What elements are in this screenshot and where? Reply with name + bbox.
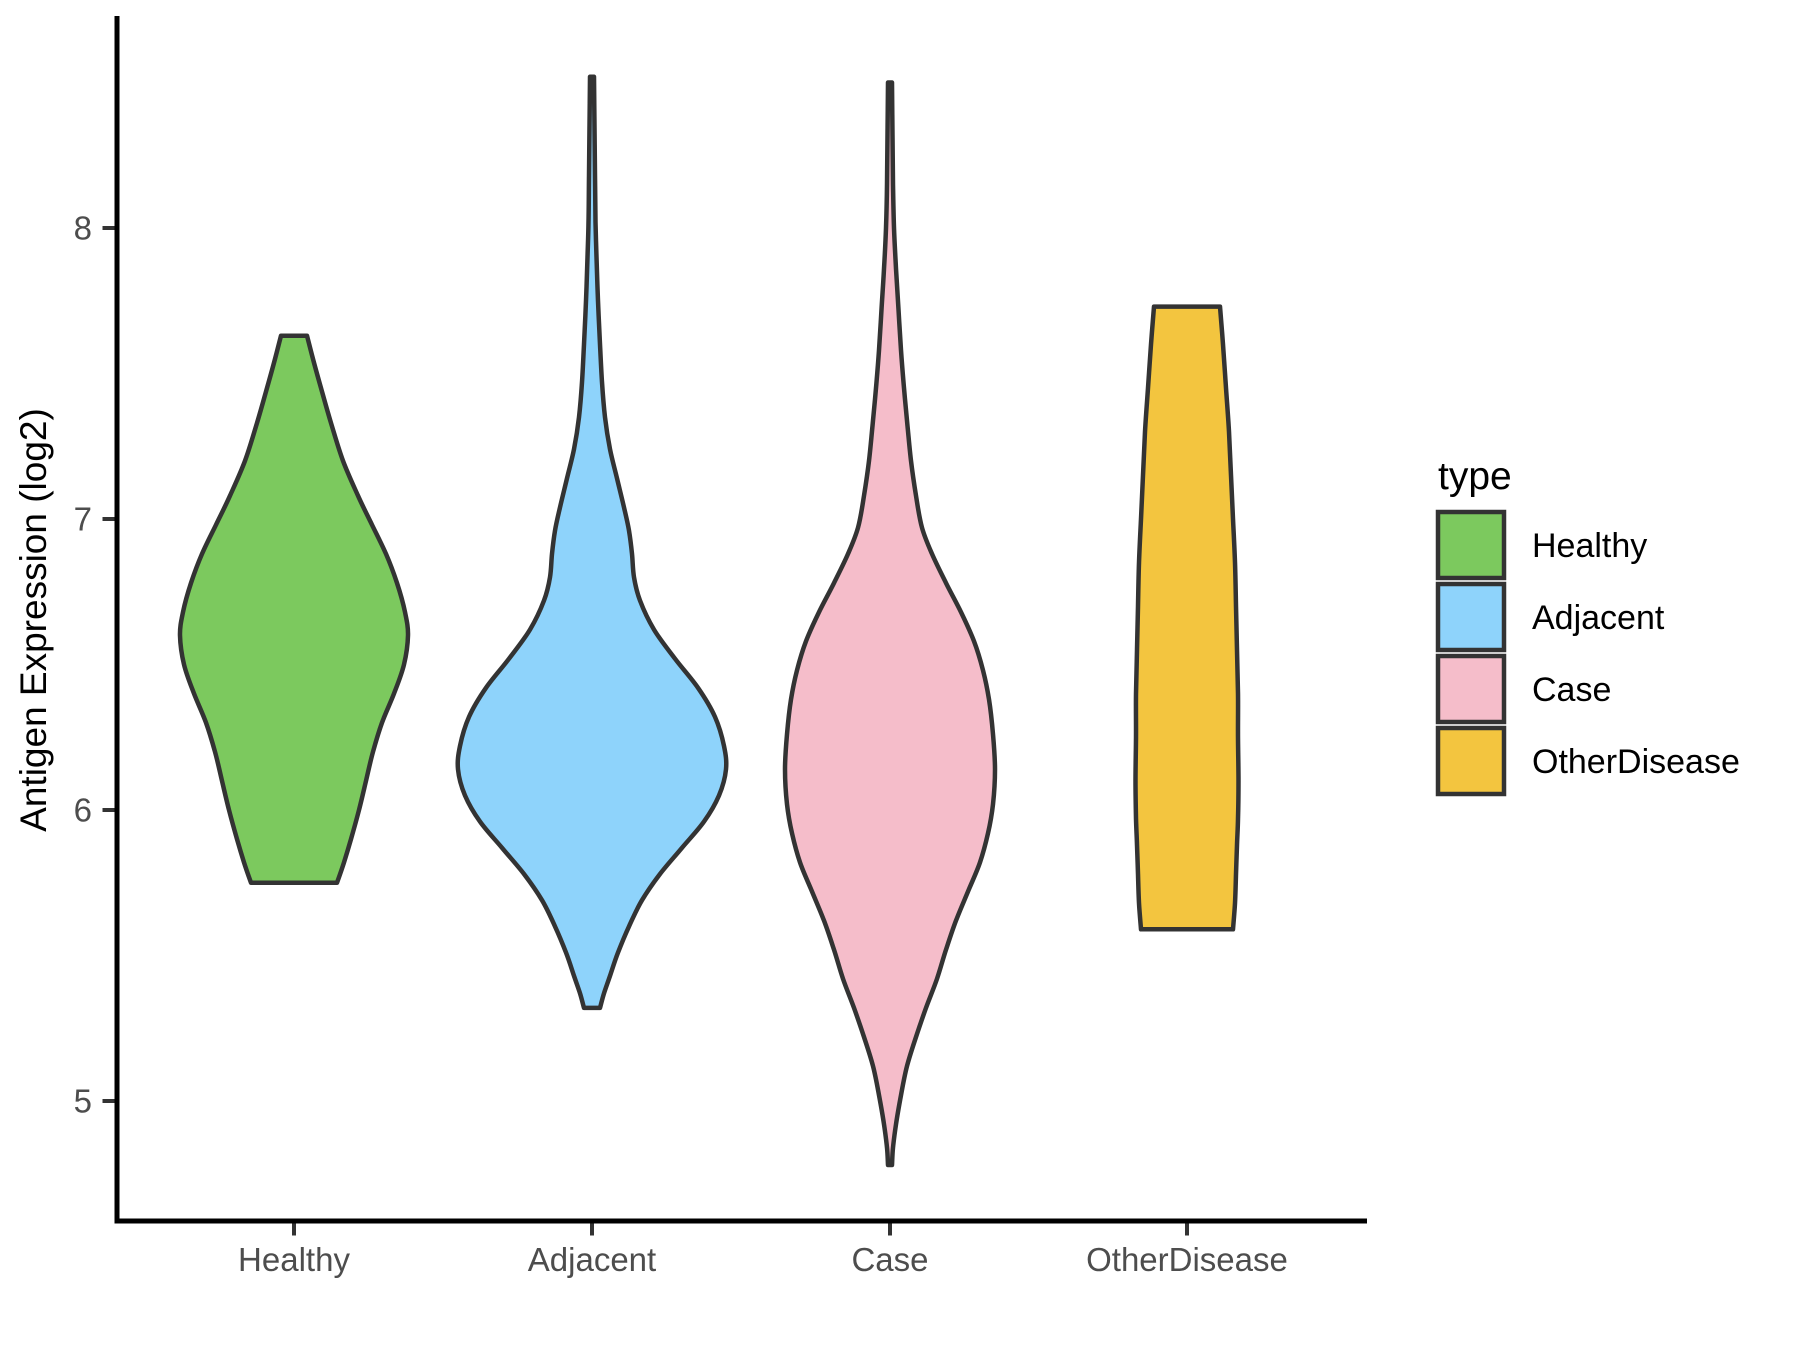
violin-adjacent [455,74,729,1011]
legend-label-adjacent: Adjacent [1532,599,1665,637]
violin-otherdisease [1133,304,1241,932]
x-tick-label-healthy: Healthy [238,1241,350,1278]
x-tick-label-case: Case [851,1241,928,1278]
x-tick-label-adjacent: Adjacent [528,1241,656,1278]
legend-swatch-healthy [1435,509,1507,581]
legend-swatch-otherdisease [1435,725,1507,797]
legend-swatch-case [1435,653,1507,725]
legend-title: type [1438,455,1512,498]
legend-swatch-adjacent [1435,581,1507,653]
y-axis-title: Antigen Expression (log2) [13,408,54,832]
legend-label-otherdisease: OtherDisease [1532,743,1740,781]
y-tick-label-8: 8 [74,210,92,247]
y-tick-label-7: 7 [74,501,92,538]
y-tick-label-6: 6 [74,792,92,829]
x-tick-label-otherdisease: OtherDisease [1086,1241,1288,1278]
legend-label-healthy: Healthy [1532,527,1647,565]
violin-healthy [177,333,411,886]
legend-label-case: Case [1532,671,1611,709]
y-tick-label-5: 5 [74,1083,92,1120]
violin-case [782,80,998,1168]
